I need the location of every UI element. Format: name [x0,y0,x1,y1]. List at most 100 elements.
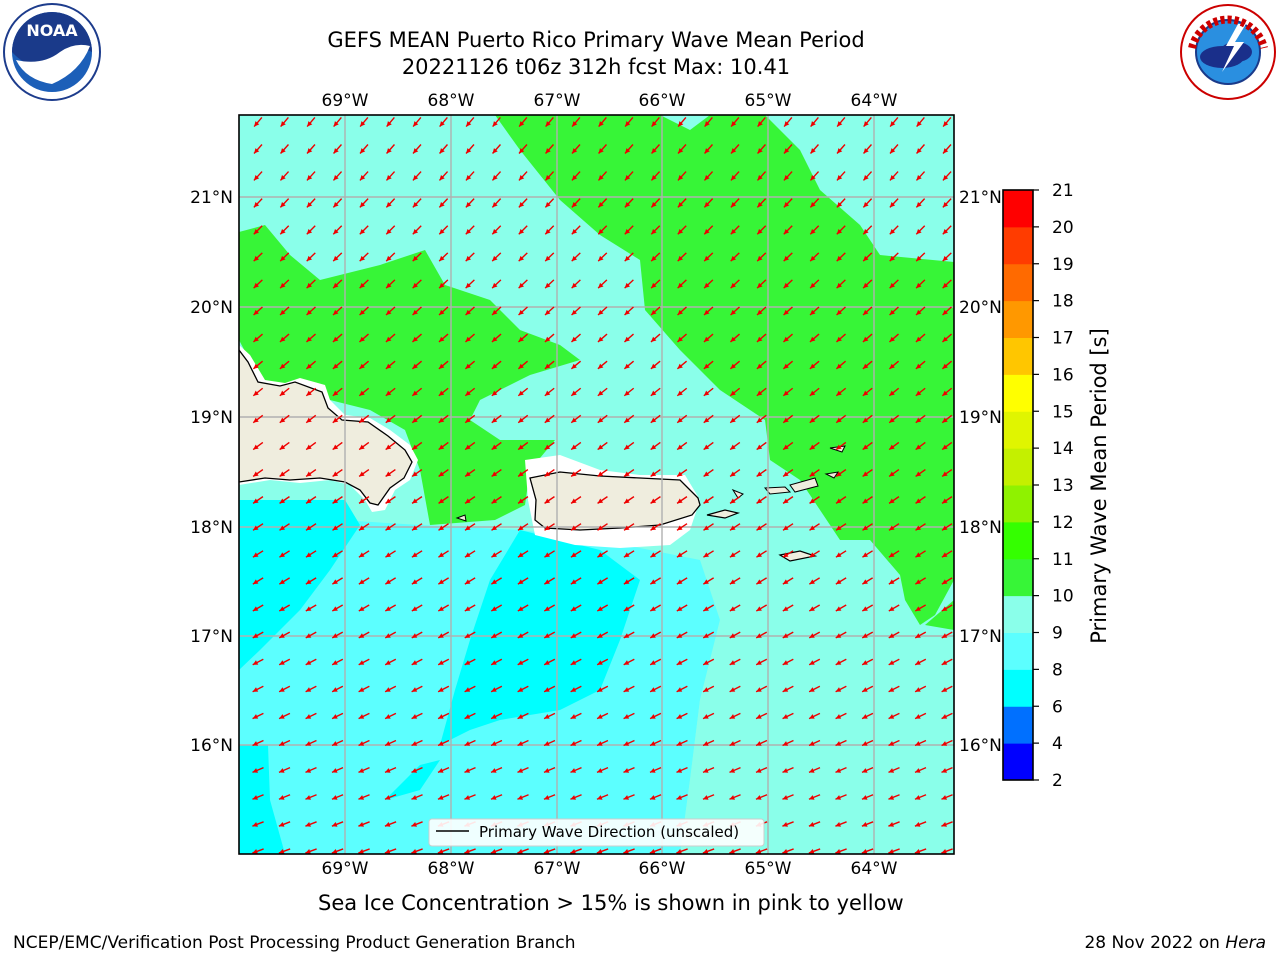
colorbar-tick-label: 14 [1052,439,1074,459]
direction-arrowhead [333,282,339,289]
direction-arrowhead [597,741,603,746]
direction-arrowhead [756,552,762,558]
direction-arrowhead [411,606,418,611]
direction-arrowhead [890,148,896,154]
direction-arrowhead [518,471,524,477]
direction-arrowhead [942,390,948,396]
direction-arrowhead [915,741,921,746]
direction-arrowhead [624,282,630,289]
direction-arrowhead [492,148,498,154]
direction-arrowhead [464,606,471,611]
direction-arrowhead [915,606,921,611]
direction-arrowhead [306,336,312,342]
direction-arrowhead [278,768,285,773]
direction-arrowhead [464,687,471,692]
direction-arrowhead [465,309,471,316]
direction-arrowhead [678,148,684,154]
direction-arrowhead [941,714,948,719]
direction-arrowhead [703,714,709,719]
direction-arrowhead [571,228,578,235]
direction-arrowhead [757,282,763,289]
lat-tick-left: 20°N [190,298,233,318]
period-6-8-region-center [440,530,640,745]
direction-arrowhead [835,660,842,665]
direction-arrowhead [651,148,657,154]
direction-arrowhead [916,148,922,154]
colorbar-tick-label: 13 [1052,476,1074,496]
direction-arrowhead [332,525,339,531]
colorbar-tick-label: 6 [1052,697,1063,717]
direction-arrowhead [756,390,763,396]
colorbar-segment [1003,595,1033,633]
direction-arrowhead [809,714,815,719]
direction-arrowhead [729,714,736,719]
direction-arrowhead [651,309,657,316]
direction-arrowhead [598,148,604,154]
direction-arrowhead [279,687,285,692]
direction-arrowhead [411,768,418,773]
direction-arrowhead [623,606,630,611]
direction-arrowhead [863,255,869,262]
direction-arrowhead [651,202,657,208]
direction-arrowhead [439,309,445,316]
direction-arrowhead [466,121,472,127]
direction-arrowhead [809,741,815,746]
direction-arrowhead [279,714,285,719]
direction-arrowhead [466,148,472,154]
legend-label: Primary Wave Direction (unscaled) [479,823,739,841]
direction-arrowhead [254,148,260,154]
direction-arrowhead [729,606,736,611]
direction-arrowhead [411,714,418,719]
direction-arrowhead [915,660,921,665]
direction-arrowhead [465,444,471,450]
direction-arrowhead [915,444,922,450]
direction-arrowhead [889,417,895,423]
direction-arrowhead [836,255,843,262]
direction-arrowhead [730,282,736,289]
direction-arrowhead [676,606,683,611]
direction-arrowhead [942,309,948,316]
direction-arrowhead [889,336,895,342]
direction-arrowhead [358,768,365,773]
direction-arrowhead [518,498,524,504]
colorbar-segment [1003,743,1033,781]
direction-arrowhead [439,255,445,262]
footer-credit: NCEP/EMC/Verification Post Processing Pr… [13,933,576,953]
direction-arrowhead [782,687,789,692]
direction-arrowhead [492,175,498,181]
direction-arrowhead [703,390,710,396]
direction-arrowhead [809,552,815,558]
direction-arrowhead [543,795,550,800]
direction-arrowhead [863,175,869,181]
direction-arrowhead [384,795,391,800]
direction-arrowhead [517,741,524,746]
direction-arrowhead [570,606,577,611]
direction-arrowhead [677,417,683,423]
direction-arrowhead [755,848,762,854]
direction-arrowhead [702,768,709,773]
direction-arrowhead [332,363,339,369]
direction-arrowhead [358,525,365,531]
direction-arrowhead [809,471,816,477]
direction-arrowhead [517,525,524,531]
direction-arrowhead [596,795,603,800]
direction-arrowhead [359,336,365,342]
direction-arrowhead [385,336,392,342]
direction-arrowhead [332,336,339,342]
direction-arrowhead [253,417,259,423]
direction-arrowhead [677,444,683,450]
direction-arrowhead [439,228,445,235]
direction-arrowhead [729,741,736,746]
direction-arrowhead [914,768,921,773]
direction-arrowhead [411,579,418,585]
direction-arrowhead [253,444,259,450]
direction-arrowhead [437,795,444,800]
direction-arrowhead [942,336,948,342]
direction-arrowhead [543,848,550,854]
direction-arrowhead [412,175,419,181]
direction-arrowhead [915,714,921,719]
direction-arrowhead [729,795,736,800]
direction-arrowhead [517,606,524,611]
direction-arrowhead [518,228,525,235]
